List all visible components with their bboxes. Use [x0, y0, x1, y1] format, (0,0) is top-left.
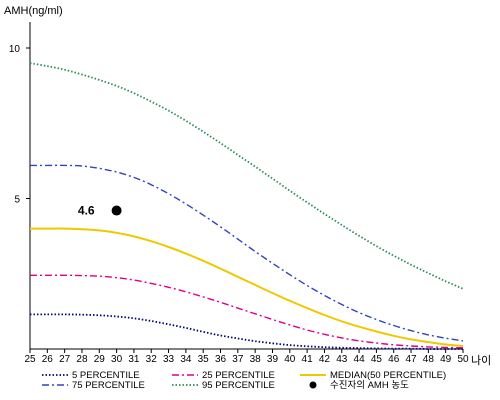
x-tick-label: 38 — [250, 354, 262, 365]
x-tick-label: 47 — [405, 354, 417, 365]
patient-point-label: 4.6 — [78, 204, 95, 218]
y-axis-title: AMH(ng/ml) — [4, 5, 63, 17]
x-tick-label: 37 — [232, 354, 244, 365]
x-tick-label: 35 — [198, 354, 210, 365]
x-tick-label: 40 — [284, 354, 296, 365]
series-lines — [29, 62, 464, 350]
axes: AMH(ng/ml) 나이 5 10 25 26 27 28 29 30 31 32 33 34 35 36 3… — [4, 5, 491, 367]
x-tick-label: 49 — [440, 354, 452, 365]
x-tick-label: 30 — [111, 354, 123, 365]
y-tick-label: 5 — [14, 195, 20, 206]
legend-point-label: 수진자의 AMH 농도 — [330, 380, 409, 391]
x-tick-label: 44 — [354, 354, 366, 365]
x-tick-label: 33 — [163, 354, 175, 365]
x-tick-label: 41 — [302, 354, 314, 365]
x-tick-label: 31 — [128, 354, 140, 365]
x-tick-label: 26 — [42, 354, 54, 365]
x-axis-title: 나이 — [471, 354, 491, 367]
series-line-2 — [29, 227, 464, 347]
legend-label-3: 75 PERCENTILE — [72, 380, 145, 391]
series-line-4 — [29, 62, 464, 290]
x-tick-label: 25 — [24, 354, 36, 365]
x-tick-label: 27 — [59, 354, 71, 365]
x-tick-label: 46 — [388, 354, 400, 365]
series-line-3 — [30, 164, 464, 342]
legend-label-4: 95 PERCENTILE — [202, 380, 275, 391]
x-tick-label: 29 — [94, 354, 106, 365]
patient-point — [111, 205, 122, 216]
legend-label-1: 25 PERCENTILE — [202, 370, 275, 381]
x-tick-label: 34 — [180, 354, 192, 365]
x-tick-label: 32 — [146, 354, 158, 365]
x-tick-label: 42 — [319, 354, 331, 365]
legend-label-2: MEDIAN(50 PERCENTILE) — [330, 370, 446, 381]
patient-point-group: 4.6 — [78, 204, 122, 218]
series-line-1 — [30, 274, 464, 349]
x-tick-label: 45 — [371, 354, 383, 365]
legend-label-0: 5 PERCENTILE — [72, 370, 140, 381]
x-tick-label: 43 — [336, 354, 348, 365]
x-tick-label: 36 — [215, 354, 227, 365]
x-tick-label: 50 — [457, 354, 469, 365]
legend-point-marker — [309, 381, 317, 389]
x-tick-label: 48 — [423, 354, 435, 365]
y-tick-label: 10 — [9, 44, 21, 55]
x-tick-label: 28 — [76, 354, 88, 365]
series-line-0 — [30, 313, 463, 350]
x-tick-label: 39 — [267, 354, 279, 365]
